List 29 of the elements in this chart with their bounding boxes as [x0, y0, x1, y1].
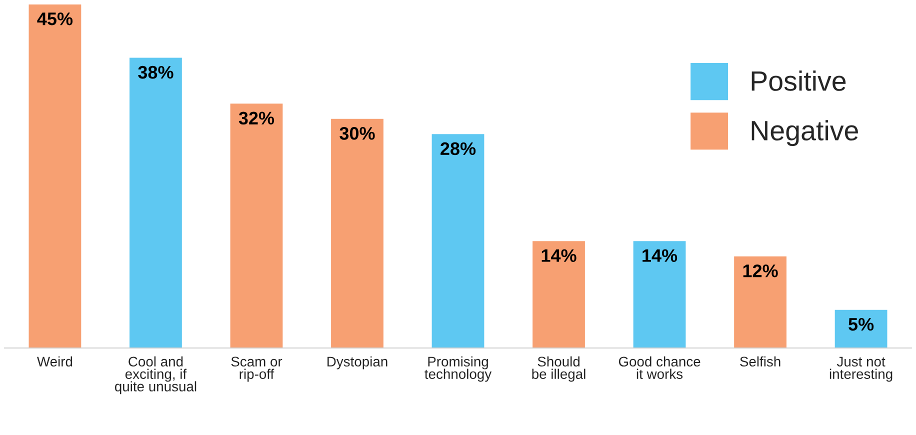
bar: [432, 134, 484, 348]
bar: [532, 241, 585, 348]
data-label: 12%: [743, 264, 778, 278]
bar: [633, 241, 686, 348]
bar: [834, 310, 888, 348]
data-label: 28%: [440, 142, 476, 156]
bar: [734, 256, 786, 348]
bar: [230, 104, 283, 348]
data-label: 14%: [642, 249, 678, 262]
x-tick-label: Should be illegal: [532, 356, 586, 382]
data-label: 14%: [542, 249, 576, 262]
x-tick-label: Weird: [37, 356, 72, 367]
x-tick-label: Dystopian: [328, 356, 388, 370]
x-tick-label: Scam or rip-off: [231, 356, 282, 382]
data-label: 45%: [37, 12, 73, 26]
x-tick-label: Good chance it works: [618, 356, 700, 379]
data-label: 30%: [340, 127, 375, 140]
bar: [331, 118, 384, 348]
x-tick-label: Promising technology: [424, 356, 492, 382]
bar: [130, 58, 182, 348]
legend-label: Negative: [752, 120, 858, 146]
x-tick-label: Selfish: [740, 356, 780, 367]
data-label: 5%: [848, 318, 874, 331]
legend-label: Positive: [752, 70, 846, 91]
x-tick-label: Just not interesting: [830, 356, 892, 382]
x-tick-label: Cool and exciting, if quite unusual: [114, 356, 196, 394]
data-label: 32%: [238, 112, 274, 125]
data-label: 38%: [138, 66, 174, 79]
bar: [28, 4, 82, 348]
